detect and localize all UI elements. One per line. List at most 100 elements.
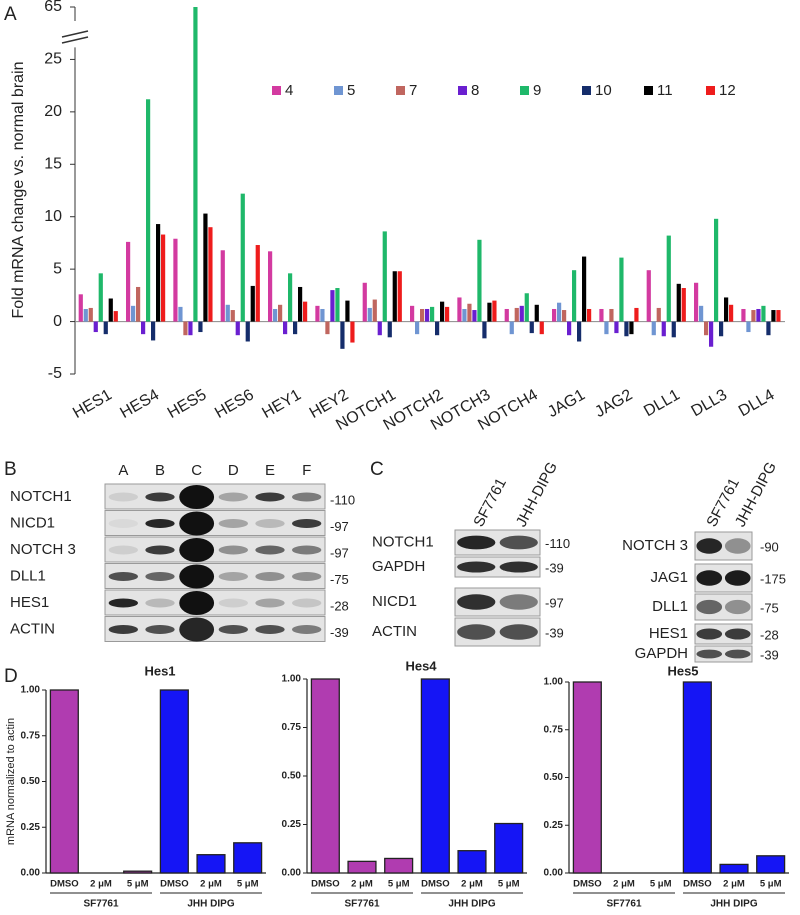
bar bbox=[467, 303, 472, 322]
row-label: HES1 bbox=[10, 594, 49, 611]
y-tick-label: 0.75 bbox=[544, 724, 564, 735]
blot-band bbox=[292, 572, 322, 581]
blot-band bbox=[108, 625, 138, 634]
row-label: GAPDH bbox=[635, 645, 688, 662]
bar bbox=[49, 689, 79, 874]
blot-band bbox=[218, 519, 248, 528]
bar bbox=[435, 321, 440, 336]
bar bbox=[126, 241, 131, 322]
bar bbox=[751, 310, 756, 322]
bar bbox=[562, 310, 567, 322]
bar bbox=[245, 321, 250, 342]
bar bbox=[288, 273, 293, 322]
bar bbox=[756, 855, 786, 874]
blot-band bbox=[292, 625, 322, 634]
bar bbox=[682, 681, 712, 874]
blot-band bbox=[499, 594, 538, 610]
blot-band bbox=[218, 492, 248, 502]
y-tick-label: 0.00 bbox=[282, 868, 302, 879]
x-tick-label: JAG2 bbox=[592, 386, 635, 421]
y-tick-label: -5 bbox=[48, 365, 62, 382]
bar bbox=[325, 321, 330, 335]
x-tick-label: DMSO bbox=[50, 879, 79, 890]
x-tick-label: 2 μM bbox=[90, 879, 112, 890]
bar bbox=[604, 321, 609, 335]
y-tick-label: 0.25 bbox=[282, 819, 302, 830]
y-tick-label: 0.50 bbox=[21, 776, 41, 787]
y-tick-label: 0.00 bbox=[21, 868, 41, 879]
lane-label: JHH-DIPG bbox=[513, 459, 561, 530]
x-tick-label: 5 μM bbox=[650, 879, 672, 890]
bar bbox=[298, 286, 303, 322]
bar bbox=[123, 870, 153, 874]
blot-band bbox=[145, 492, 175, 502]
lane-label: B bbox=[155, 462, 165, 479]
y-tick-label: 65 bbox=[44, 0, 62, 15]
bar bbox=[552, 308, 557, 322]
bar bbox=[196, 854, 226, 874]
bar bbox=[719, 321, 724, 337]
row-label: ACTIN bbox=[10, 620, 55, 637]
y-tick-label: 10 bbox=[44, 208, 62, 225]
x-tick-label: DMSO bbox=[573, 879, 602, 890]
x-tick-label: JAG1 bbox=[545, 386, 588, 421]
panel-label: B bbox=[4, 459, 17, 480]
blot-band bbox=[499, 561, 538, 573]
bar bbox=[651, 321, 656, 336]
bar bbox=[634, 307, 639, 322]
row-label: NOTCH1 bbox=[372, 533, 434, 550]
axis-break bbox=[61, 30, 89, 38]
blot-band bbox=[696, 649, 723, 659]
blot-strip bbox=[104, 510, 326, 536]
group-label: SF7761 bbox=[344, 899, 379, 910]
legend-swatch bbox=[334, 86, 343, 95]
bar bbox=[350, 321, 355, 343]
mw-marker: -110 bbox=[545, 536, 570, 551]
bar bbox=[666, 235, 671, 322]
legend-label: 8 bbox=[471, 82, 479, 99]
bar bbox=[624, 321, 629, 337]
row-label: DLL1 bbox=[652, 598, 688, 615]
blot-band bbox=[179, 617, 215, 642]
bar bbox=[131, 305, 136, 322]
group-label: SF7761 bbox=[606, 899, 641, 910]
bar bbox=[671, 321, 676, 338]
y-tick-label: 0.00 bbox=[544, 868, 564, 879]
lane-label: JHH-DIPG bbox=[732, 459, 780, 530]
bar bbox=[268, 251, 273, 322]
y-tick-label: 0 bbox=[53, 313, 62, 330]
blot-band bbox=[255, 519, 285, 528]
bar bbox=[193, 7, 198, 322]
bar bbox=[88, 307, 93, 322]
bar bbox=[345, 300, 350, 322]
bar bbox=[704, 321, 709, 336]
row-label: NOTCH 3 bbox=[10, 541, 76, 558]
x-tick-label: HES5 bbox=[165, 386, 210, 422]
y-tick-label: 0.25 bbox=[21, 822, 41, 833]
x-tick-label: 2 μM bbox=[351, 879, 373, 890]
blot-band bbox=[145, 598, 175, 608]
blot-strip bbox=[104, 589, 326, 616]
legend-swatch bbox=[644, 86, 653, 95]
bar bbox=[235, 321, 240, 336]
row-label: ACTIN bbox=[372, 623, 417, 640]
mw-marker: -75 bbox=[760, 600, 779, 615]
blot-band bbox=[108, 572, 138, 581]
row-label: GAPDH bbox=[372, 558, 425, 575]
bar bbox=[676, 283, 681, 322]
bar bbox=[113, 311, 118, 322]
legend-label: 4 bbox=[285, 82, 293, 99]
blot-band bbox=[696, 628, 723, 640]
blot-band bbox=[499, 624, 538, 640]
bar bbox=[766, 321, 771, 336]
y-tick-label: 0.75 bbox=[21, 730, 41, 741]
bar bbox=[362, 282, 367, 322]
bar bbox=[156, 224, 161, 322]
bar bbox=[347, 860, 377, 874]
blot-band bbox=[696, 538, 723, 554]
bar bbox=[714, 218, 719, 322]
bar bbox=[587, 308, 592, 322]
bar bbox=[504, 308, 509, 322]
panel-label: C bbox=[370, 459, 384, 480]
blot-band bbox=[724, 570, 751, 586]
